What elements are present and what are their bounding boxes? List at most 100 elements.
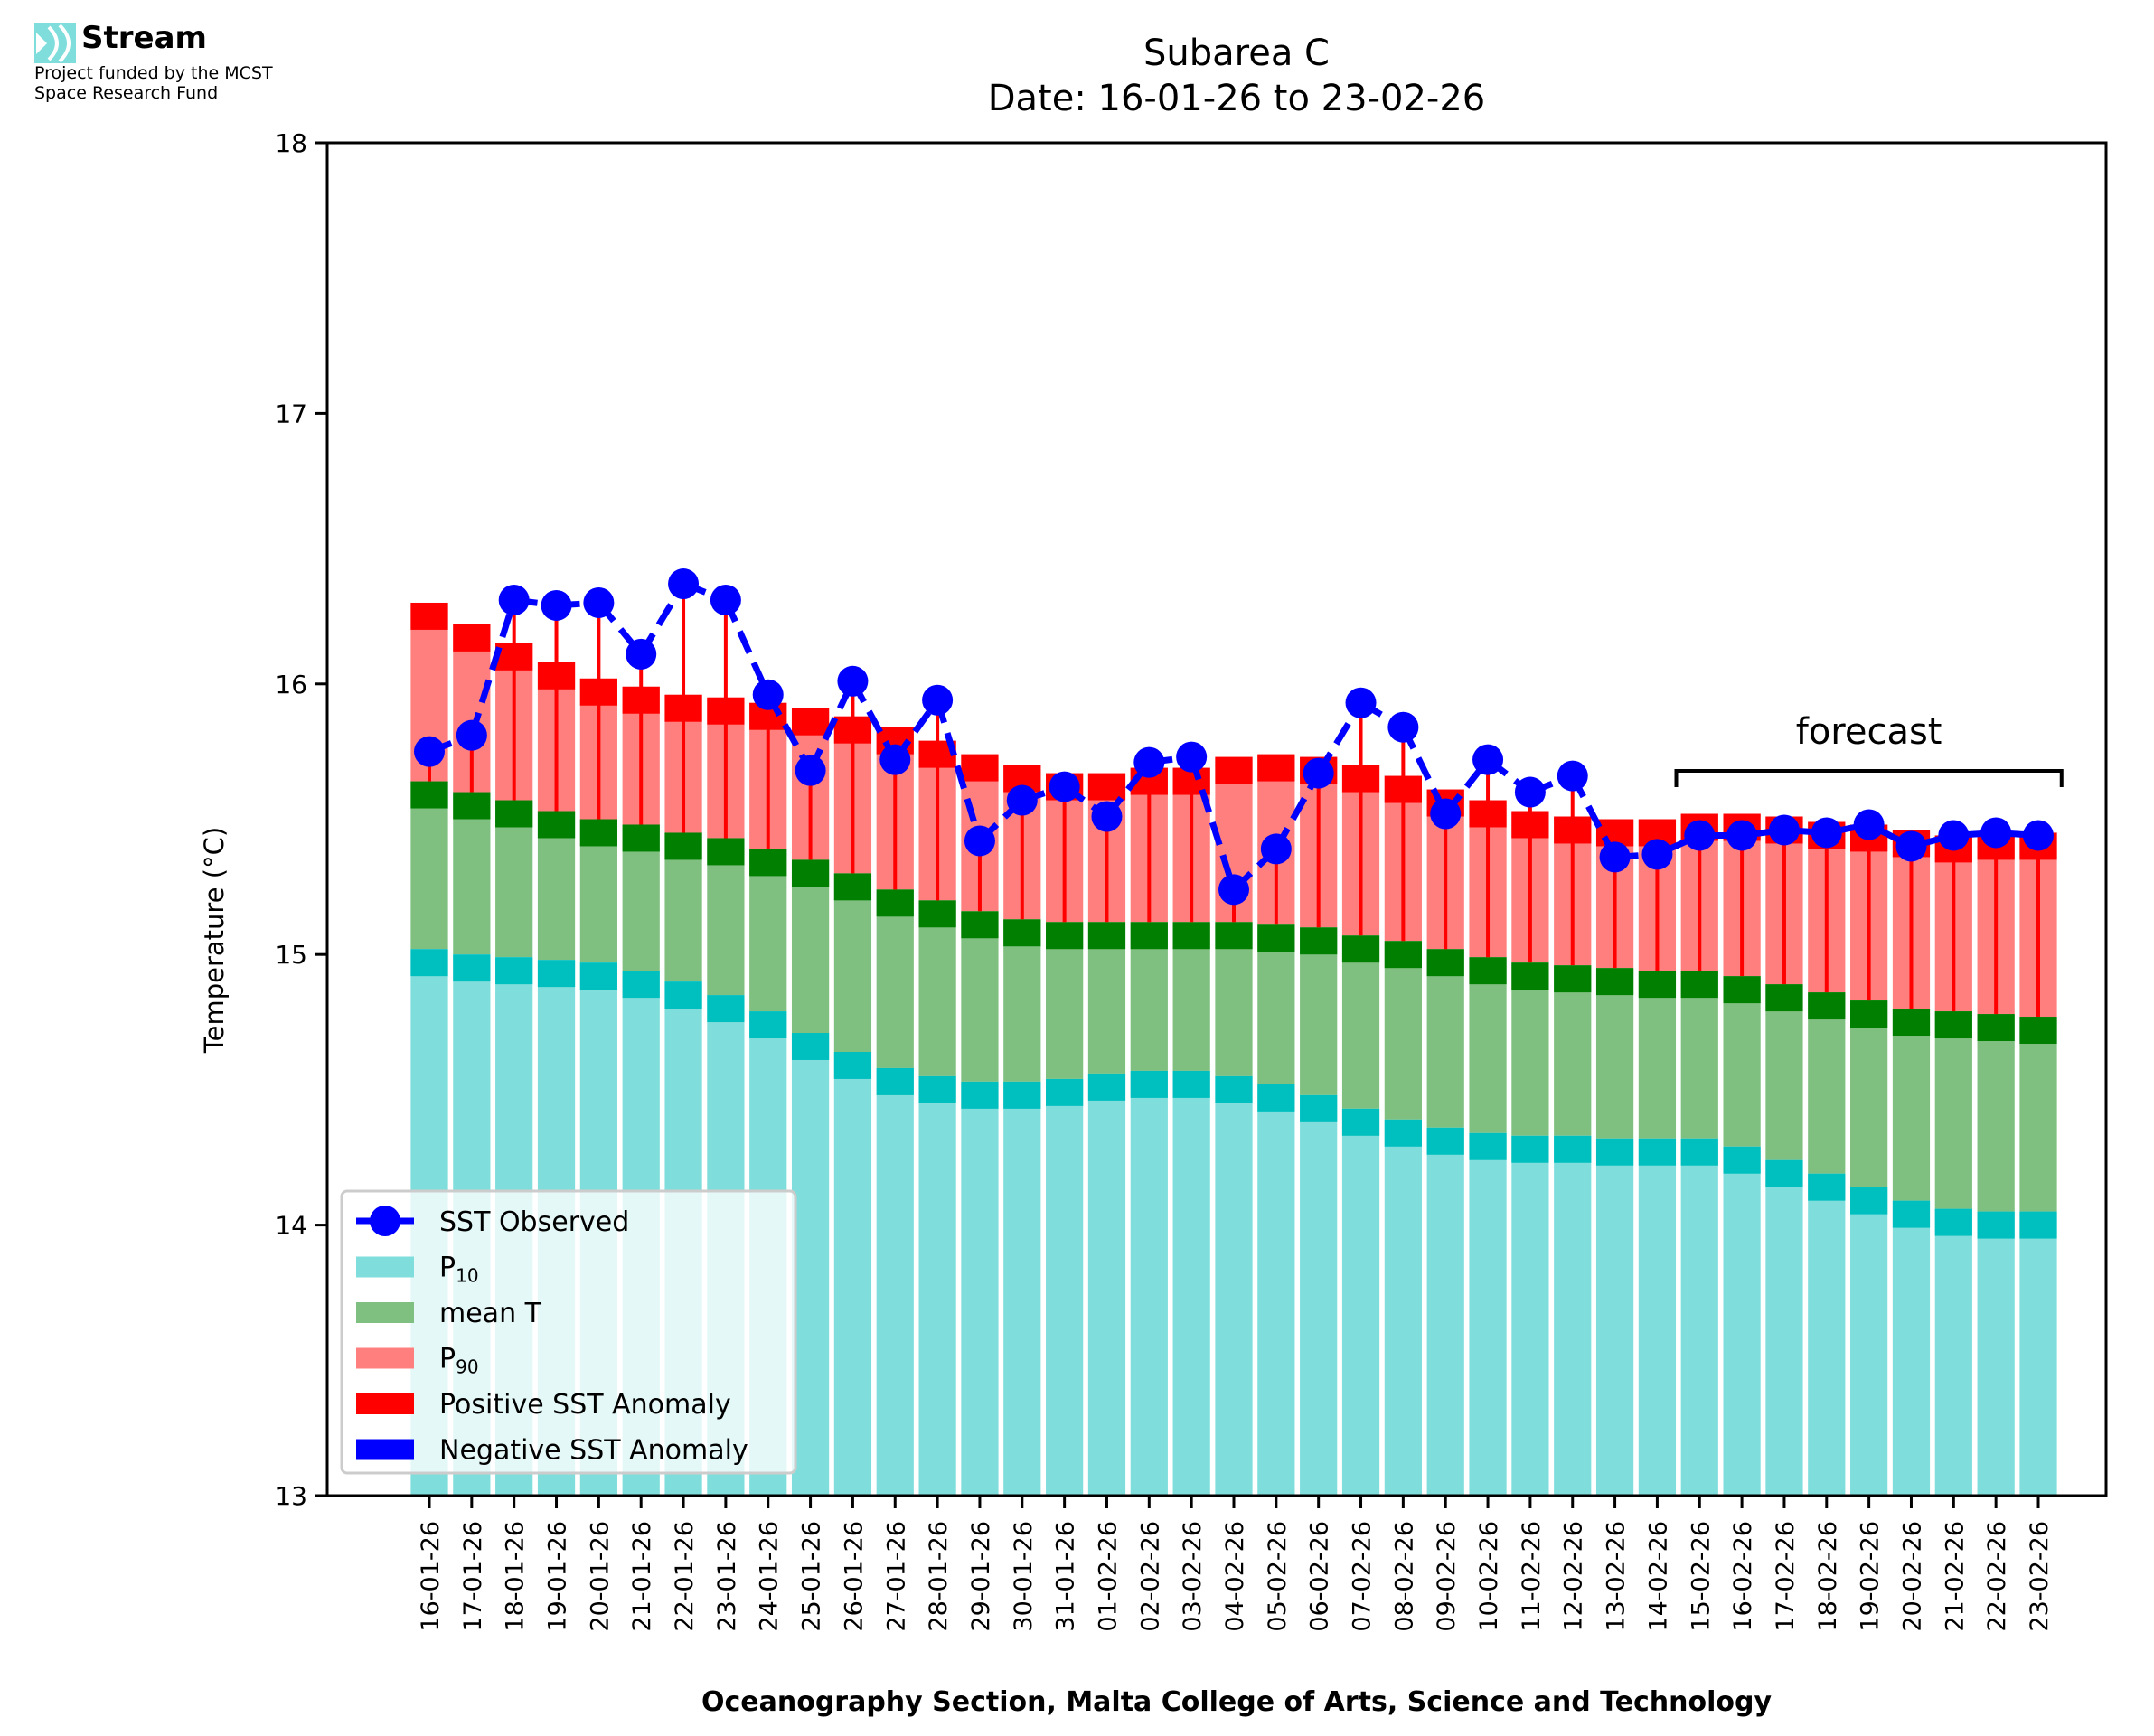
y-tick-label: 18 xyxy=(275,128,307,158)
x-tick-label: 16-02-26 xyxy=(1729,1521,1757,1632)
mean-band xyxy=(1554,965,1592,993)
x-tick-label: 05-02-26 xyxy=(1264,1521,1292,1632)
p10-band xyxy=(707,995,745,1023)
x-tick-label: 04-02-26 xyxy=(1221,1521,1249,1632)
observed-point xyxy=(1895,830,1927,862)
mean-bar xyxy=(1850,1000,1888,1187)
p10-bar xyxy=(1934,1208,1972,1496)
observed-point xyxy=(1514,776,1546,808)
p90-band xyxy=(1257,754,1295,782)
x-tick-label: 15-02-26 xyxy=(1687,1521,1715,1632)
p10-bar xyxy=(1808,1173,1846,1496)
x-tick-label: 09-02-26 xyxy=(1433,1521,1461,1632)
p10-band xyxy=(1765,1159,1803,1187)
mean-band xyxy=(1765,984,1803,1012)
x-tick-label: 25-01-26 xyxy=(798,1521,826,1632)
p10-bar xyxy=(833,1051,872,1496)
p10-band xyxy=(1046,1078,1084,1106)
p10-bar xyxy=(918,1075,956,1496)
mean-band xyxy=(1257,924,1295,952)
mean-bar xyxy=(410,781,448,950)
p90-band xyxy=(453,624,491,652)
x-tick-label: 13-02-26 xyxy=(1603,1521,1631,1632)
mean-band xyxy=(1638,971,1677,999)
x-tick-label: 06-02-26 xyxy=(1306,1521,1334,1632)
legend-swatch xyxy=(356,1256,414,1278)
p90-band xyxy=(410,602,448,630)
legend-swatch xyxy=(356,1439,414,1460)
mean-band xyxy=(1003,919,1041,947)
observed-point xyxy=(1345,687,1377,718)
mean-band xyxy=(495,800,533,828)
logo-wave-2 xyxy=(58,23,71,63)
p90-band xyxy=(1087,773,1126,801)
p10-bar xyxy=(1172,1070,1210,1496)
p10-band xyxy=(537,960,576,988)
mean-band xyxy=(410,781,448,809)
mean-band xyxy=(1046,922,1084,950)
observed-point xyxy=(1938,820,1970,851)
observed-point xyxy=(1387,711,1419,743)
mean-bar xyxy=(1595,968,1634,1139)
p10-band xyxy=(1808,1173,1846,1201)
chart-subtitle: Date: 16-01-26 to 23-02-26 xyxy=(988,78,1486,119)
mean-bar xyxy=(791,859,830,1034)
logo-line-1: Project funded by the MCST xyxy=(34,63,273,83)
p10-band xyxy=(495,957,533,985)
x-tick-label: 29-01-26 xyxy=(967,1521,995,1632)
observed-point xyxy=(668,568,700,600)
p10-band xyxy=(833,1051,872,1079)
p10-bar xyxy=(1384,1119,1422,1496)
chart-title: Subarea C xyxy=(1143,33,1330,74)
observed-point xyxy=(414,736,445,767)
legend-swatch xyxy=(356,1347,414,1369)
p10-bar xyxy=(1300,1094,1338,1496)
observed-line-segment xyxy=(934,699,983,842)
mean-bar xyxy=(1341,935,1380,1109)
x-tick-label: 03-02-26 xyxy=(1179,1521,1207,1632)
p10-bar xyxy=(1003,1081,1041,1496)
mean-bar xyxy=(1765,984,1803,1160)
observed-point xyxy=(1091,801,1123,832)
y-tick-label: 17 xyxy=(275,399,307,428)
legend-label: Negative SST Anomaly xyxy=(439,1435,748,1467)
mean-band xyxy=(579,819,617,847)
mean-band xyxy=(1300,927,1338,955)
p10-band xyxy=(918,1075,956,1103)
observed-line-segment xyxy=(468,598,518,737)
observed-line-layer xyxy=(414,568,2054,906)
mean-band xyxy=(833,873,872,901)
legend-marker-icon xyxy=(370,1206,400,1236)
mean-band xyxy=(1723,976,1761,1004)
x-tick-label: 21-02-26 xyxy=(1941,1521,1969,1632)
p10-band xyxy=(1511,1135,1549,1163)
p10-band xyxy=(1469,1132,1507,1160)
p10-band xyxy=(2019,1211,2057,1239)
x-tick-label: 21-01-26 xyxy=(628,1521,656,1632)
x-tick-label: 17-01-26 xyxy=(459,1521,487,1632)
p10-band xyxy=(1638,1138,1677,1166)
x-tick-label: 23-02-26 xyxy=(2026,1521,2054,1632)
mean-band xyxy=(1808,992,1846,1020)
observed-point xyxy=(1430,798,1462,830)
p10-band xyxy=(410,949,448,977)
observed-point xyxy=(1472,744,1504,775)
logo-wave-1 xyxy=(47,25,59,61)
p10-band xyxy=(961,1081,999,1109)
mean-band xyxy=(1087,922,1126,950)
p10-bar xyxy=(1257,1084,1295,1496)
legend-label: Positive SST Anomaly xyxy=(439,1389,731,1421)
stream-waves-icon xyxy=(34,23,76,63)
p10-band xyxy=(1384,1119,1422,1147)
p10-band xyxy=(1595,1138,1634,1166)
observed-point xyxy=(498,584,530,615)
p10-bar xyxy=(1426,1127,1464,1496)
observed-point xyxy=(1811,817,1842,849)
p10-band xyxy=(876,1067,914,1095)
mean-band xyxy=(1850,1000,1888,1028)
observed-point xyxy=(1303,757,1334,789)
p90-band xyxy=(961,754,999,782)
observed-point xyxy=(1133,746,1165,778)
logo-arrow xyxy=(36,33,47,54)
observed-point xyxy=(2023,820,2054,851)
